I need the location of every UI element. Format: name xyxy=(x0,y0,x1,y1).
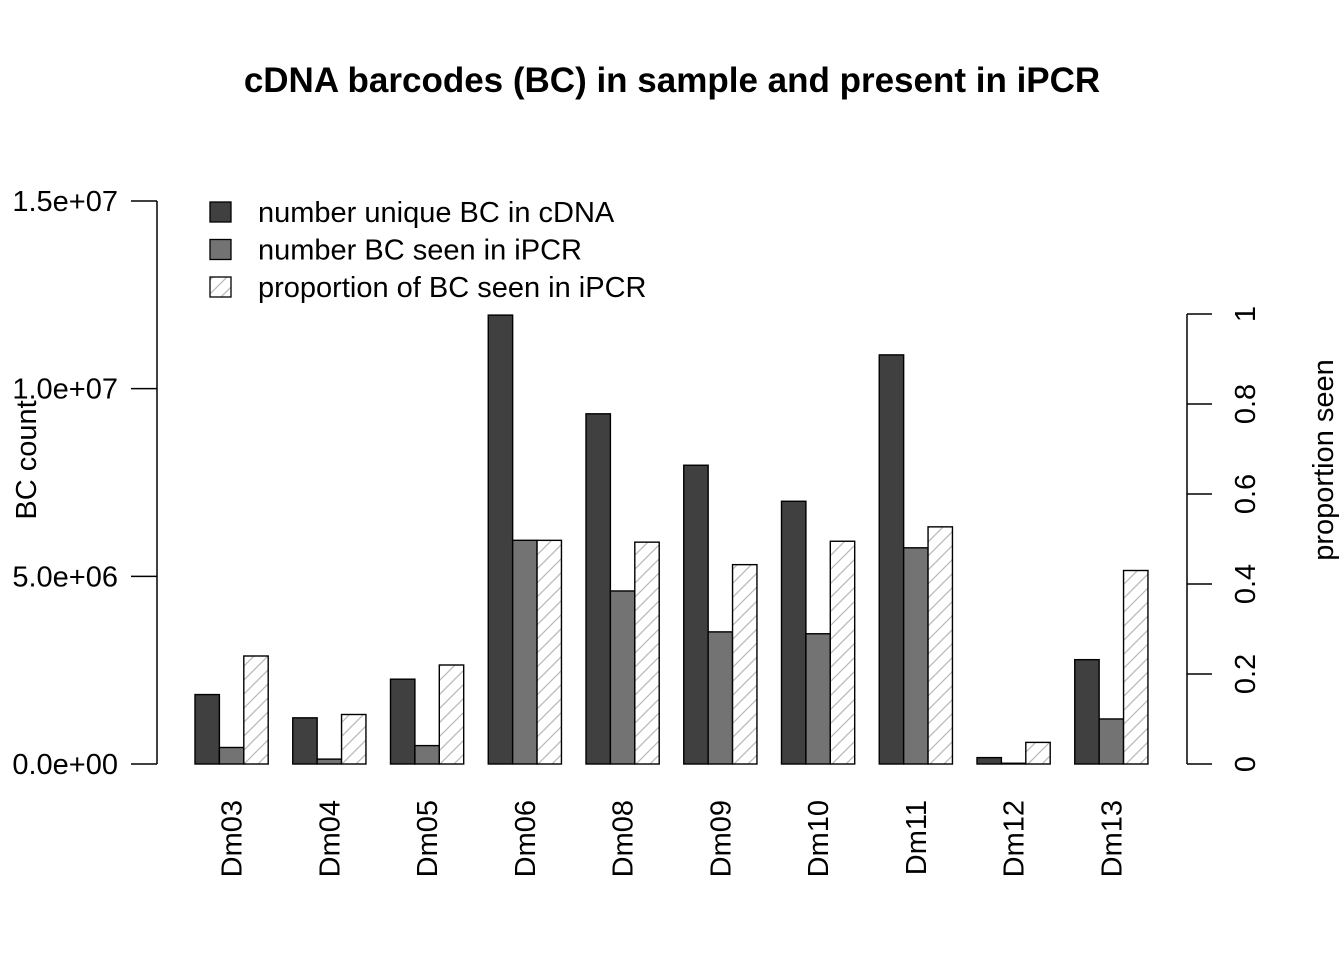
left-axis: 0.0e+00 5.0e+06 1.0e+07 1.5e+07 xyxy=(12,186,158,781)
bar-bc-seen-ipcr xyxy=(1098,718,1125,765)
bar-proportion-seen xyxy=(438,664,465,765)
legend-item-proportion-seen: proportion of BC seen in iPCR xyxy=(209,272,646,304)
bar-unique-bc-cdna xyxy=(389,678,416,765)
x-tick-label: Dm08 xyxy=(608,800,640,877)
bar-bc-seen-ipcr xyxy=(609,590,636,765)
x-tick-label: Dm10 xyxy=(803,800,835,877)
x-tick-label: Dm05 xyxy=(412,800,444,877)
bar-unique-bc-cdna xyxy=(194,693,221,765)
legend-label: proportion of BC seen in iPCR xyxy=(258,272,646,304)
left-tick-label: 1.5e+07 xyxy=(12,186,118,218)
bar-unique-bc-cdna xyxy=(878,354,905,765)
bar-bc-seen-ipcr xyxy=(414,744,440,765)
legend-item-unique-bc-cdna: number unique BC in cDNA xyxy=(209,197,615,229)
bar-bc-seen-ipcr xyxy=(902,547,929,765)
left-tick-label: 5.0e+06 xyxy=(12,561,118,593)
bar-bc-seen-ipcr xyxy=(805,633,832,765)
right-axis: 0 0.2 0.4 0.6 0.8 1 xyxy=(1186,306,1262,772)
bar-proportion-seen xyxy=(536,539,563,765)
legend-label: number unique BC in cDNA xyxy=(258,197,615,229)
bar-unique-bc-cdna xyxy=(780,500,807,765)
bars xyxy=(194,314,1149,765)
right-tick-label: 0.6 xyxy=(1230,474,1262,514)
legend-swatch xyxy=(209,276,232,298)
y-axis-label: BC count xyxy=(11,400,43,519)
x-tick-label: Dm03 xyxy=(217,800,249,877)
legend-label: number BC seen in iPCR xyxy=(258,235,582,267)
bar-proportion-seen xyxy=(634,541,660,765)
right-tick-label: 0.2 xyxy=(1230,654,1262,694)
x-tick-label: Dm09 xyxy=(705,800,737,877)
bar-proportion-seen xyxy=(927,526,954,765)
bar-proportion-seen xyxy=(1025,741,1051,765)
bar-proportion-seen xyxy=(731,563,758,765)
bar-bc-seen-ipcr xyxy=(316,758,343,765)
bar-proportion-seen xyxy=(243,655,269,765)
bar-bc-seen-ipcr xyxy=(511,539,538,765)
bar-unique-bc-cdna xyxy=(1074,658,1100,765)
bar-unique-bc-cdna xyxy=(585,413,612,765)
x-tick-labels: Dm03 Dm04 Dm05 Dm06 Dm08 Dm09 Dm10 Dm11 Dm12 Dm13 xyxy=(217,800,1129,877)
left-tick-label: 1.0e+07 xyxy=(12,374,118,406)
left-tick-label: 0.0e+00 xyxy=(12,749,118,781)
legend-item-bc-seen-ipcr: number BC seen in iPCR xyxy=(209,235,582,267)
bar-unique-bc-cdna xyxy=(292,717,318,765)
bar-bc-seen-ipcr xyxy=(1000,762,1027,765)
legend-swatch xyxy=(209,238,232,261)
bar-unique-bc-cdna xyxy=(683,464,709,765)
legend: number unique BC in cDNA number BC seen i… xyxy=(209,197,646,304)
legend-swatch xyxy=(209,201,232,223)
right-tick-label: 0.4 xyxy=(1230,564,1262,604)
bar-unique-bc-cdna xyxy=(976,756,1003,765)
x-tick-label: Dm12 xyxy=(999,800,1031,877)
bar-unique-bc-cdna xyxy=(487,314,514,765)
right-tick-label: 1 xyxy=(1230,306,1262,322)
x-tick-label: Dm13 xyxy=(1096,800,1128,877)
right-tick-label: 0 xyxy=(1230,756,1262,772)
chart-title: cDNA barcodes (BC) in sample and present… xyxy=(244,61,1100,100)
x-tick-label: Dm11 xyxy=(901,800,933,875)
bar-proportion-seen xyxy=(340,713,367,765)
right-tick-label: 0.8 xyxy=(1230,384,1262,424)
x-tick-label: Dm04 xyxy=(314,800,346,877)
bar-proportion-seen xyxy=(1122,569,1149,765)
bar-bc-seen-ipcr xyxy=(218,746,245,765)
x-tick-label: Dm06 xyxy=(510,800,542,877)
y-axis-label-right: proportion seen xyxy=(1308,359,1340,561)
bar-bc-seen-ipcr xyxy=(707,631,734,765)
bar-proportion-seen xyxy=(829,540,856,765)
